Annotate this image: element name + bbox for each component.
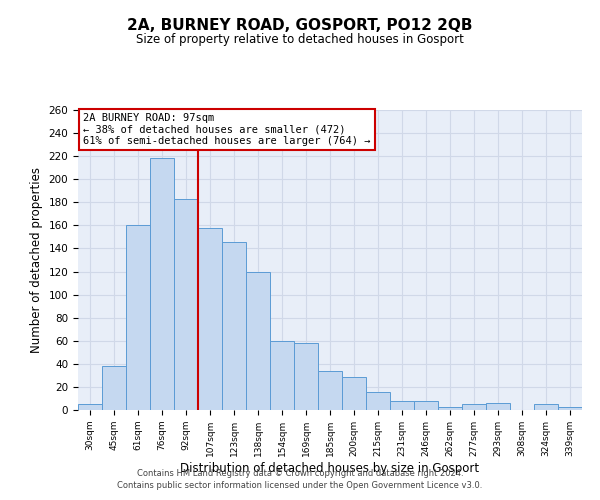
Bar: [222, 242, 246, 410]
Text: Size of property relative to detached houses in Gosport: Size of property relative to detached ho…: [136, 32, 464, 46]
Bar: [294, 343, 318, 410]
Text: Contains HM Land Registry data © Crown copyright and database right 2024.: Contains HM Land Registry data © Crown c…: [137, 468, 463, 477]
Bar: [438, 406, 462, 410]
Bar: [270, 341, 294, 410]
Bar: [174, 199, 198, 410]
Bar: [534, 404, 558, 410]
X-axis label: Distribution of detached houses by size in Gosport: Distribution of detached houses by size …: [181, 462, 479, 474]
Text: 2A BURNEY ROAD: 97sqm
← 38% of detached houses are smaller (472)
61% of semi-det: 2A BURNEY ROAD: 97sqm ← 38% of detached …: [83, 113, 371, 146]
Y-axis label: Number of detached properties: Number of detached properties: [30, 167, 43, 353]
Bar: [414, 401, 438, 410]
Bar: [246, 272, 270, 410]
Bar: [126, 226, 150, 410]
Bar: [366, 392, 390, 410]
Bar: [558, 406, 582, 410]
Bar: [198, 228, 222, 410]
Bar: [390, 401, 414, 410]
Bar: [318, 371, 342, 410]
Bar: [462, 404, 486, 410]
Text: Contains public sector information licensed under the Open Government Licence v3: Contains public sector information licen…: [118, 481, 482, 490]
Bar: [342, 376, 366, 410]
Bar: [102, 366, 126, 410]
Bar: [78, 404, 102, 410]
Bar: [486, 403, 510, 410]
Bar: [150, 158, 174, 410]
Text: 2A, BURNEY ROAD, GOSPORT, PO12 2QB: 2A, BURNEY ROAD, GOSPORT, PO12 2QB: [127, 18, 473, 32]
